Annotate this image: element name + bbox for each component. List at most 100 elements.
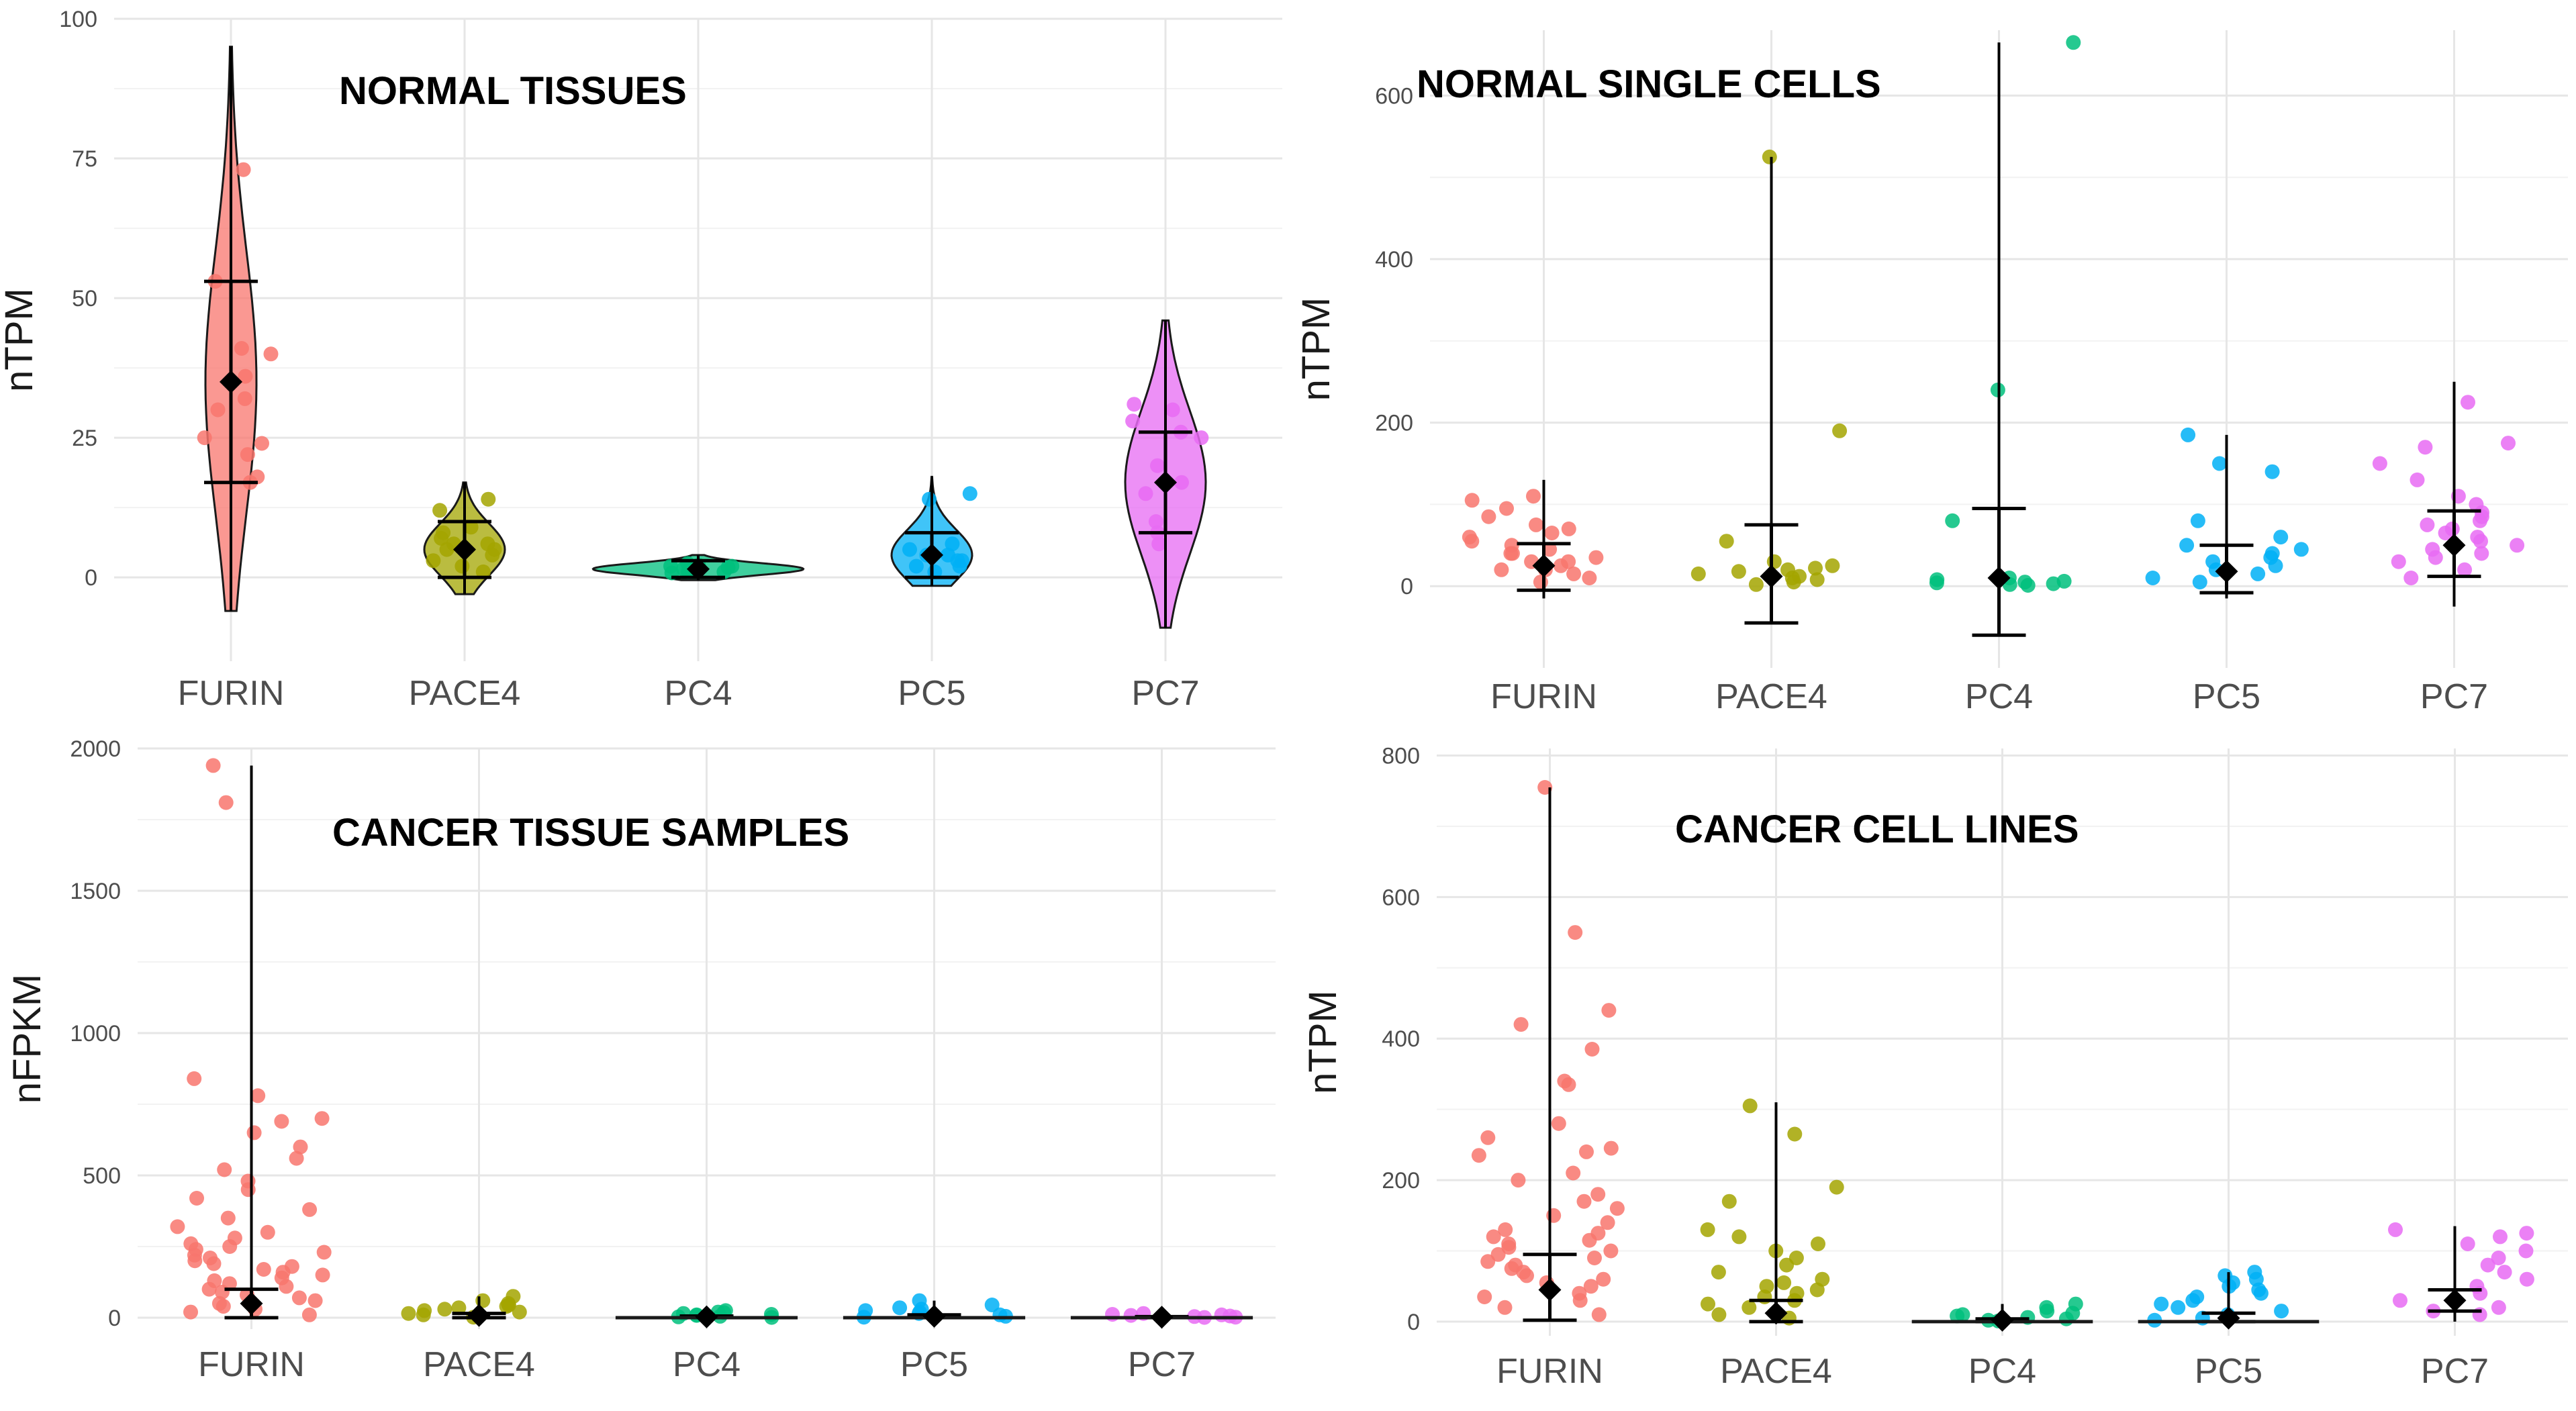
data-point (1591, 1307, 1607, 1322)
data-point (2491, 1251, 2506, 1265)
y-tick-label: 100 (59, 7, 97, 32)
data-point (716, 564, 732, 579)
data-point (1721, 1194, 1737, 1209)
y-tick-label: 50 (72, 286, 97, 311)
x-tick-label: PC5 (900, 1345, 968, 1384)
mean-marker (220, 370, 242, 393)
data-point (2460, 1236, 2475, 1251)
data-point (2212, 456, 2227, 471)
data-point (416, 1307, 431, 1322)
x-tick-label: PC4 (673, 1345, 741, 1384)
data-point (187, 1071, 202, 1086)
data-point (1519, 1268, 1534, 1283)
data-point (183, 1304, 198, 1320)
data-point (1551, 1116, 1566, 1131)
data-point (263, 346, 279, 362)
data-point (908, 558, 924, 574)
data-point (2273, 530, 2289, 545)
data-point (2264, 464, 2280, 479)
data-point (217, 1162, 232, 1177)
series-furin (1462, 479, 1604, 599)
data-point (1731, 564, 1746, 579)
data-point (2420, 517, 2435, 532)
series-pc4 (615, 1303, 798, 1328)
data-point (187, 1253, 203, 1269)
data-point (2480, 1257, 2495, 1273)
data-point (2393, 1293, 2407, 1308)
data-point (1568, 925, 1583, 940)
y-tick-label: 200 (1382, 1168, 1420, 1194)
data-point (434, 530, 449, 546)
data-point (485, 547, 500, 563)
data-point (2461, 395, 2475, 410)
data-point (291, 1290, 307, 1306)
x-tick-label: FURIN (198, 1345, 305, 1384)
panel-normal-tissues: 0 25 50 75 100 nTPM NORMAL TISSUES FURIN PACE4 PC… (0, 7, 1282, 713)
series-pace4 (1690, 149, 1848, 625)
y-tick-label: 200 (1375, 411, 1413, 436)
y-tick-label: 800 (1382, 744, 1420, 769)
data-point (1582, 1232, 1597, 1248)
y-tick-label: 0 (108, 1306, 121, 1331)
data-point (1742, 1098, 1758, 1114)
data-point (512, 1304, 527, 1320)
data-point (1138, 486, 1153, 501)
data-point (1700, 1222, 1715, 1237)
data-point (260, 1224, 275, 1240)
data-point (2474, 509, 2489, 524)
data-point (451, 1300, 467, 1316)
data-point (1742, 1300, 1757, 1315)
data-point (1603, 1243, 1619, 1259)
x-tick-label: PC7 (2421, 1352, 2489, 1391)
data-point (240, 447, 255, 463)
data-point (1498, 1222, 1513, 1237)
data-point (2418, 440, 2433, 455)
y-axis-label: nTPM (1294, 297, 1338, 401)
y-tick-label: 2000 (70, 736, 121, 762)
data-point (2181, 427, 2196, 442)
data-point (307, 1293, 323, 1308)
x-tick-label: PC5 (2195, 1352, 2262, 1391)
data-point (302, 1202, 318, 1217)
y-tick-label: 75 (72, 146, 97, 172)
data-point (1809, 1282, 1825, 1298)
data-point (254, 436, 269, 451)
data-point (1526, 489, 1541, 504)
mean-marker (2217, 1306, 2240, 1330)
data-point (218, 795, 234, 810)
data-point (2040, 1304, 2055, 1319)
data-point (1511, 1173, 1526, 1188)
y-axis-label: nFPKM (5, 974, 49, 1104)
data-point (1945, 513, 1960, 528)
data-point (1787, 1126, 1803, 1142)
data-point (2491, 1300, 2506, 1315)
y-tick-label: 400 (1382, 1026, 1420, 1052)
data-point (1464, 493, 1480, 508)
data-point (1576, 1194, 1592, 1209)
data-point (1603, 1140, 1619, 1156)
data-point (1588, 550, 1604, 565)
mean-marker (1532, 554, 1556, 577)
panel-cancer-cell-lines: 0 200 400 600 800 nTPM CANCER CELL LINES FURIN P… (1301, 744, 2568, 1391)
series-pc5 (890, 475, 977, 587)
data-point (205, 758, 221, 773)
x-tick-label: PC4 (664, 674, 732, 713)
panel-title: NORMAL TISSUES (339, 69, 687, 113)
data-point (1590, 1187, 1606, 1202)
data-point (246, 1125, 262, 1140)
x-tick-label: PC4 (1968, 1352, 2036, 1391)
data-point (279, 1279, 294, 1294)
x-tick-label: FURIN (1496, 1352, 1603, 1391)
data-point (1832, 423, 1848, 438)
data-point (1929, 572, 1945, 587)
mean-marker (2442, 534, 2466, 557)
data-point (2274, 1304, 2289, 1319)
data-point (1125, 413, 1141, 429)
data-point (1766, 554, 1782, 569)
series-pc4 (1929, 35, 2081, 637)
data-point (2170, 1300, 2186, 1315)
series-pc4 (1911, 1296, 2093, 1332)
x-tick-label: PACE4 (423, 1345, 535, 1384)
data-point (236, 162, 251, 177)
data-point (1792, 569, 1807, 584)
